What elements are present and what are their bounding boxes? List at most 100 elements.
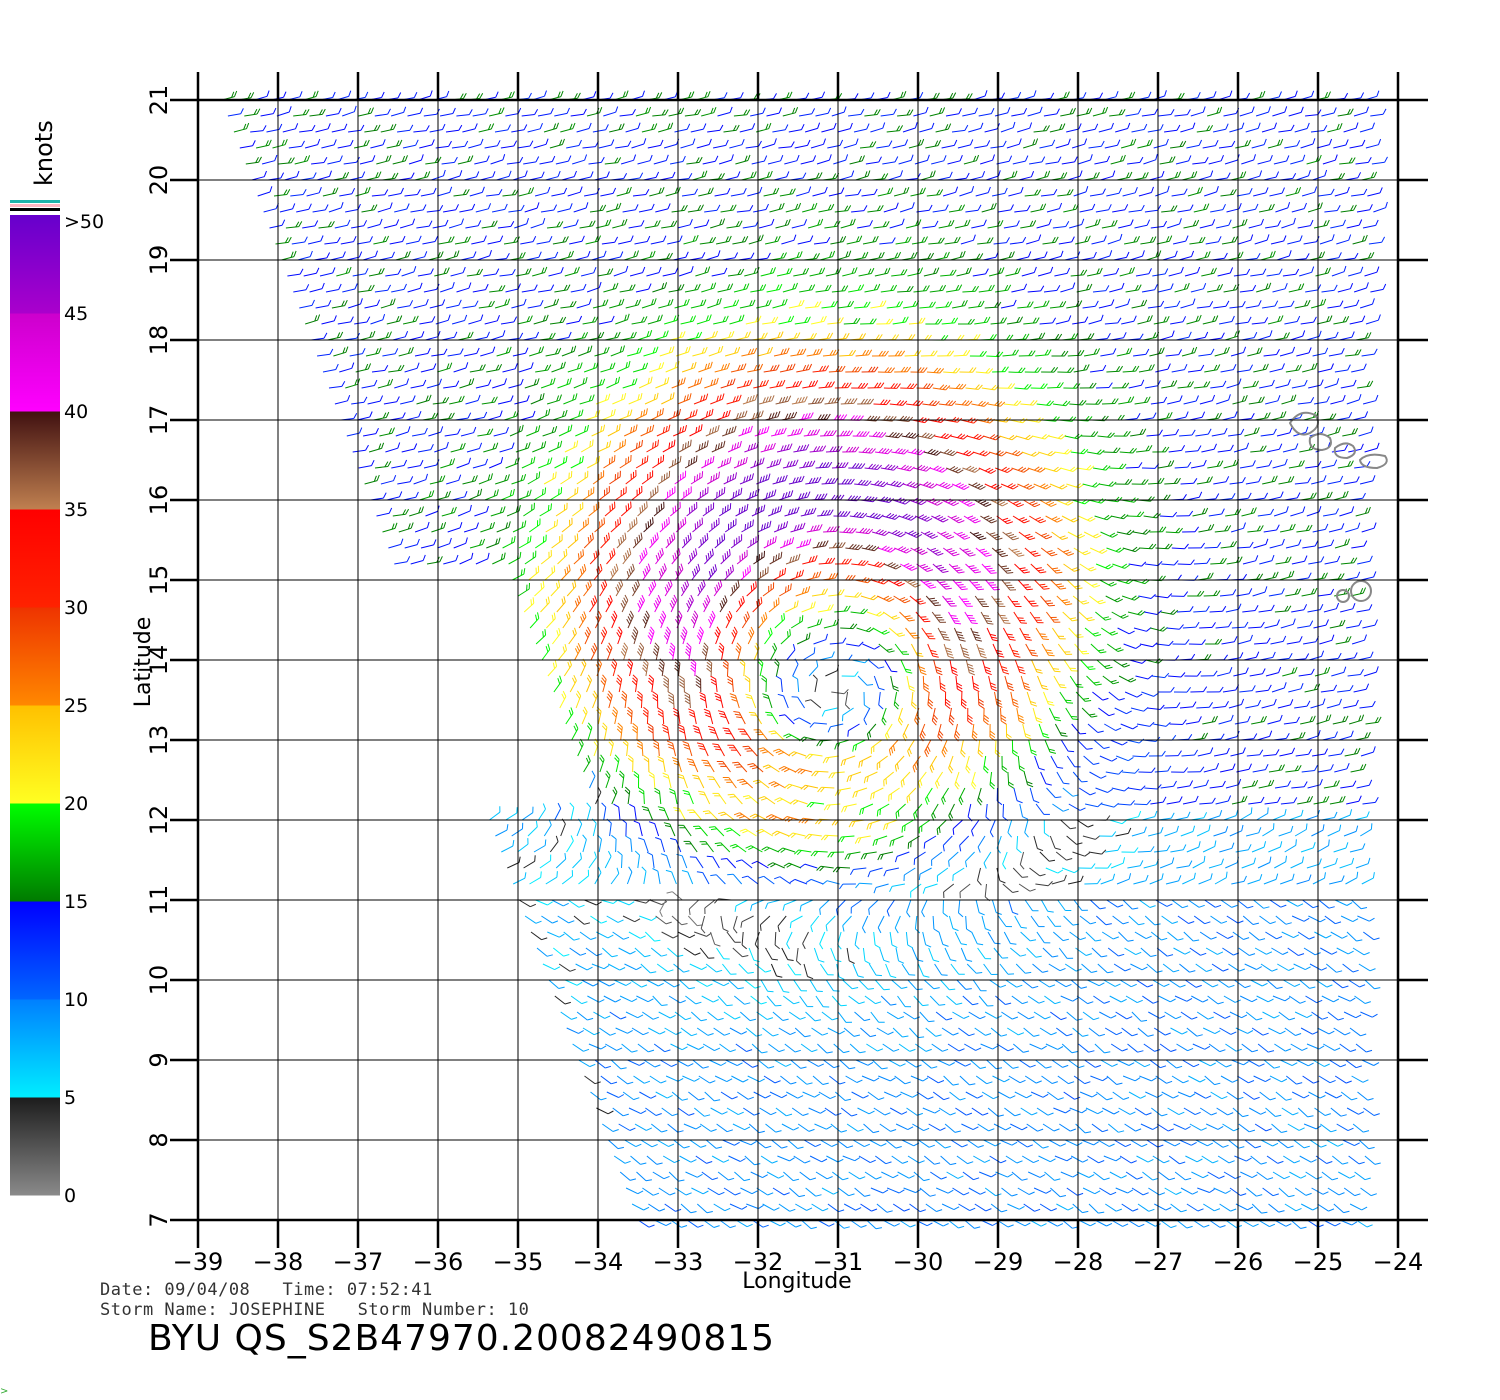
wind-barb	[748, 1076, 765, 1082]
wind-barb	[929, 948, 939, 962]
wind-barb	[1200, 1108, 1217, 1115]
wind-barb	[672, 916, 688, 925]
barb-shaft	[1110, 996, 1122, 1002]
barb-shaft	[1295, 1188, 1306, 1195]
barb-flag	[1371, 1194, 1377, 1196]
wind-barb	[530, 871, 542, 884]
barb-flag	[730, 1226, 736, 1228]
wind-barb	[1279, 1012, 1295, 1020]
wind-barb	[1237, 900, 1253, 908]
wind-barb	[1168, 932, 1184, 940]
barb-shaft	[1071, 1156, 1082, 1162]
barb-shaft	[886, 868, 899, 871]
wind-barb	[949, 852, 959, 867]
barb-flag	[969, 1034, 975, 1036]
barb-flag	[692, 775, 698, 776]
barb-shaft	[904, 1012, 915, 1019]
barb-flag	[838, 1210, 844, 1212]
barb-flag	[830, 1096, 836, 1098]
wind-barb	[577, 1012, 593, 1020]
wind-barb	[869, 964, 882, 976]
barb-flag	[839, 884, 843, 889]
barb-flag	[968, 817, 972, 822]
barb-flag	[1135, 769, 1139, 773]
barb-shaft	[672, 1092, 682, 1100]
barb-flag	[1063, 783, 1069, 784]
barb-flag	[1060, 1196, 1066, 1197]
barb-flag	[1086, 954, 1092, 956]
barb-shaft	[861, 1204, 872, 1211]
wind-barb	[573, 1044, 589, 1051]
barb-shaft	[1246, 833, 1259, 836]
wind-barb	[1179, 964, 1195, 972]
barb-shaft	[1090, 772, 1101, 778]
barb-shaft	[669, 1172, 678, 1181]
wind-barb	[1090, 1076, 1107, 1081]
barb-flag	[1113, 937, 1119, 939]
wind-barb	[1129, 1092, 1146, 1098]
barb-flag	[763, 1225, 769, 1227]
wind-barb	[638, 1044, 654, 1052]
barb-flag	[1335, 922, 1341, 924]
barb-flag	[864, 1019, 870, 1020]
barb-flag	[780, 1223, 785, 1226]
barb-shaft	[754, 1092, 766, 1098]
barb-shaft	[1059, 948, 1067, 958]
wind-barb	[1111, 1044, 1128, 1051]
barb-flag	[843, 926, 844, 932]
wind-barb	[1010, 948, 1026, 956]
barb-flag	[926, 945, 932, 947]
wind-barb	[1056, 852, 1072, 860]
barb-shaft	[742, 916, 754, 922]
barb-shaft	[1070, 932, 1081, 940]
barb-flag	[849, 961, 854, 964]
wind-barb	[602, 723, 607, 740]
wind-barb	[991, 1028, 1007, 1036]
wind-barb	[739, 964, 754, 973]
barb-shaft	[702, 1172, 713, 1180]
barb-flag	[752, 767, 758, 768]
barb-shaft	[1142, 817, 1155, 820]
barb-flag	[650, 972, 656, 973]
wind-barb	[1332, 1156, 1348, 1164]
barb-flag	[1183, 1081, 1189, 1083]
wind-barb	[976, 1076, 992, 1084]
wind-barb	[1217, 932, 1234, 939]
barb-shaft	[996, 1172, 1008, 1177]
barb-flag	[1187, 998, 1192, 1001]
barb-flag	[570, 969, 576, 971]
barb-shaft	[1263, 1188, 1273, 1196]
wind-barb	[1286, 900, 1303, 906]
barb-flag	[639, 791, 644, 794]
wind-barb	[740, 829, 757, 836]
wind-barb	[889, 1060, 906, 1066]
wind-barb	[914, 1172, 930, 1181]
barb-shaft	[866, 1044, 877, 1051]
barb-shaft	[711, 1108, 722, 1114]
barb-flag	[1236, 1049, 1242, 1051]
barb-shaft	[987, 1060, 997, 1069]
barb-shaft	[1261, 964, 1272, 971]
wind-barb	[1034, 1188, 1051, 1193]
barb-shaft	[755, 964, 765, 972]
barb-flag	[1286, 1224, 1291, 1227]
wind-barb	[642, 807, 653, 821]
barb-shaft	[964, 1044, 975, 1050]
barb-shaft	[954, 1060, 965, 1066]
barb-shaft	[627, 872, 632, 884]
barb-flag	[1090, 922, 1096, 924]
barb-shaft	[1347, 1108, 1358, 1114]
barb-shaft	[1357, 785, 1370, 788]
barb-flag	[900, 1064, 905, 1067]
barb-shaft	[1210, 786, 1223, 788]
barb-flag	[1332, 952, 1337, 955]
wind-barb	[1187, 841, 1200, 852]
barb-flag	[1233, 764, 1235, 770]
barb-shaft	[704, 792, 710, 804]
barb-shaft	[1101, 1060, 1112, 1066]
barb-shaft	[703, 1044, 714, 1051]
barb-flag	[937, 829, 938, 835]
wind-barb	[1298, 1108, 1313, 1117]
barb-flag	[741, 922, 742, 928]
wind-barb	[966, 1092, 983, 1098]
